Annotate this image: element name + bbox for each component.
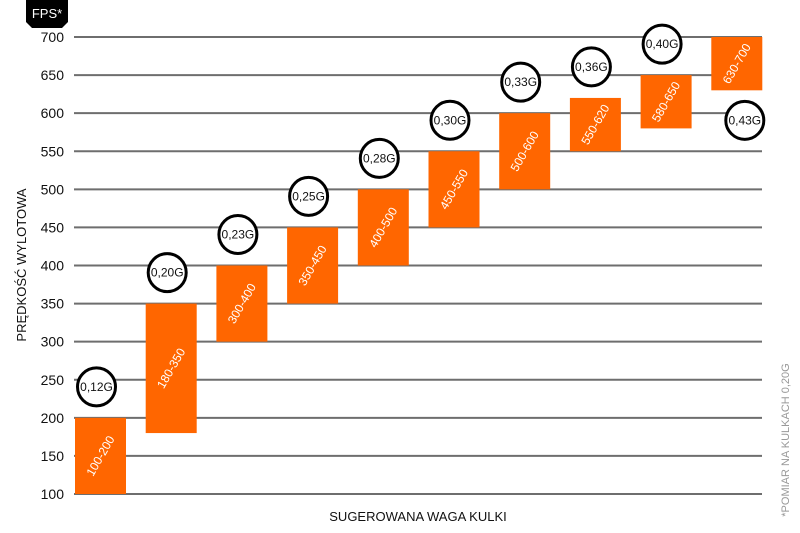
y-tick-label: 250 bbox=[41, 372, 65, 388]
weight-label: 0,23G bbox=[222, 228, 255, 242]
y-tick-label: 700 bbox=[41, 29, 65, 45]
y-tick-label: 600 bbox=[41, 105, 65, 121]
range-bar bbox=[287, 227, 339, 304]
y-axis-label: PRĘDKOŚĆ WYLOTOWA bbox=[14, 188, 29, 341]
range-bar bbox=[640, 75, 692, 129]
y-tick-label: 450 bbox=[41, 219, 65, 235]
range-bar bbox=[216, 265, 268, 342]
range-bar bbox=[711, 37, 763, 91]
fps-badge: FPS* bbox=[26, 0, 68, 28]
weight-label: 0,43G bbox=[728, 113, 761, 127]
weight-circle bbox=[570, 46, 612, 88]
weight-circle bbox=[641, 23, 683, 65]
fps-badge-label: FPS* bbox=[32, 6, 62, 21]
y-tick-label: 350 bbox=[41, 296, 65, 312]
weight-circle bbox=[724, 99, 766, 141]
range-bar bbox=[145, 303, 197, 434]
x-axis-label: SUGEROWANA WAGA KULKI bbox=[329, 509, 506, 524]
weight-circle bbox=[429, 99, 471, 141]
y-tick-label: 150 bbox=[41, 448, 65, 464]
y-tick-label: 300 bbox=[41, 334, 65, 350]
y-tick-label: 550 bbox=[41, 143, 65, 159]
weight-circle bbox=[358, 137, 400, 179]
weight-circle bbox=[288, 175, 330, 217]
weight-label: 0,28G bbox=[363, 151, 396, 165]
range-bar bbox=[75, 417, 126, 494]
weight-circle bbox=[146, 252, 188, 294]
weight-circle bbox=[76, 366, 117, 408]
weight-label: 0,20G bbox=[151, 266, 184, 280]
range-bar bbox=[357, 189, 409, 266]
y-tick-label: 100 bbox=[41, 486, 65, 502]
weight-label: 0,33G bbox=[504, 75, 537, 89]
weight-circle bbox=[217, 214, 259, 255]
weight-label: 0,30G bbox=[434, 113, 467, 127]
footnote: *POMIAR NA KULKACH 0,20G bbox=[780, 363, 792, 516]
weight-label: 0,25G bbox=[292, 189, 325, 203]
weight-circle bbox=[500, 61, 542, 103]
weight-label: 0,36G bbox=[575, 60, 608, 74]
y-tick-label: 500 bbox=[41, 181, 65, 197]
range-bar bbox=[428, 151, 480, 228]
y-tick-label: 400 bbox=[41, 258, 65, 274]
y-tick-label: 650 bbox=[41, 67, 65, 83]
weight-label: 0,40G bbox=[646, 37, 679, 51]
range-bar bbox=[569, 97, 621, 152]
y-tick-label: 200 bbox=[41, 410, 65, 426]
range-bar bbox=[499, 113, 551, 190]
weight-label: 0,12G bbox=[80, 380, 113, 394]
